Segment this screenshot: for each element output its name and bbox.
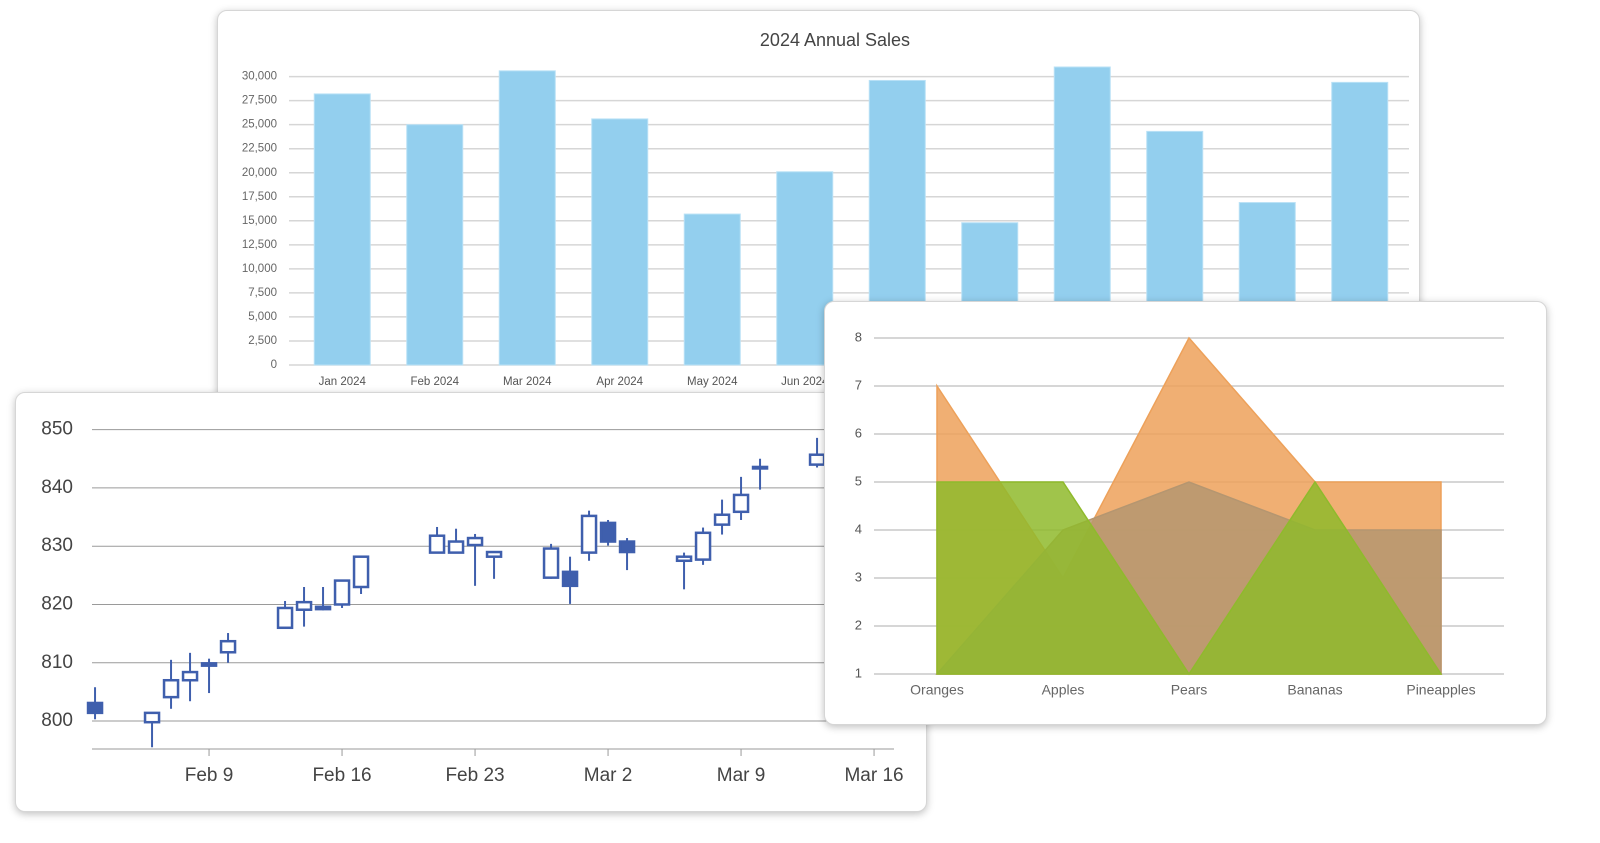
y-tick-label: 3 bbox=[855, 569, 862, 584]
x-tick-label: Feb 16 bbox=[312, 765, 371, 786]
candlestick-chart: 800 810 820 830 840 850 Feb 9 Feb 16 Feb 23 Mar 2… bbox=[41, 419, 903, 786]
bar bbox=[591, 118, 649, 366]
x-tick-label: Pears bbox=[1171, 682, 1208, 698]
y-tick-label: 12,500 bbox=[242, 239, 277, 251]
x-tick-label: Pineapples bbox=[1406, 682, 1475, 698]
candle-body bbox=[352, 555, 370, 589]
bar bbox=[406, 124, 464, 366]
candle-body bbox=[808, 453, 826, 466]
y-tick-label: 850 bbox=[41, 419, 73, 440]
bar bbox=[498, 70, 556, 366]
candle-body bbox=[732, 493, 750, 514]
candle-body bbox=[618, 540, 636, 554]
x-tick-label: Oranges bbox=[910, 682, 964, 698]
y-tick-label: 25,000 bbox=[242, 119, 277, 131]
candle-body bbox=[447, 540, 465, 554]
candle-body bbox=[276, 606, 294, 630]
y-tick-label: 830 bbox=[41, 535, 73, 556]
candle-body bbox=[485, 550, 503, 558]
candle-body bbox=[580, 514, 598, 554]
y-tick-label: 2,500 bbox=[248, 335, 277, 347]
y-tick-label: 10,000 bbox=[242, 263, 277, 275]
candle-body bbox=[561, 570, 579, 588]
y-tick-label: 8 bbox=[855, 329, 862, 344]
candle-body bbox=[751, 465, 769, 470]
y-tick-label: 2 bbox=[855, 617, 862, 632]
x-tick-label: Mar 16 bbox=[844, 765, 903, 786]
y-tick-label: 30,000 bbox=[242, 71, 277, 83]
x-tick-label: Feb 2024 bbox=[410, 376, 459, 388]
candle-body bbox=[219, 639, 237, 654]
bar-card: 2024 Annual Sales 0 2,500 5,000 7,500 10,000… bbox=[217, 10, 1420, 432]
y-tick-label: 0 bbox=[271, 359, 277, 371]
y-tick-label: 7 bbox=[855, 377, 862, 392]
y-tick-label: 800 bbox=[41, 710, 73, 731]
y-tick-label: 27,500 bbox=[242, 95, 277, 107]
bar-chart: 2024 Annual Sales 0 2,500 5,000 7,500 10,000… bbox=[242, 30, 1409, 388]
x-tick-label: Mar 2 bbox=[584, 765, 633, 786]
candle-body bbox=[428, 534, 446, 554]
candlestick-card: 800 810 820 830 840 850 Feb 9 Feb 16 Feb 23 Mar 2… bbox=[15, 392, 927, 812]
y-tick-label: 840 bbox=[41, 477, 73, 498]
y-tick-label: 15,000 bbox=[242, 215, 277, 227]
candle-body bbox=[599, 521, 617, 543]
x-tick-label: Mar 2024 bbox=[503, 376, 552, 388]
chart-title: 2024 Annual Sales bbox=[760, 30, 910, 50]
candle-body bbox=[694, 531, 712, 561]
y-tick-label: 6 bbox=[855, 425, 862, 440]
y-tick-label: 5 bbox=[855, 473, 862, 488]
candle-body bbox=[675, 555, 693, 563]
x-tick-label: Jun 2024 bbox=[781, 376, 829, 388]
area-card: 1 2 3 4 5 6 7 8 Oranges Apples Pears Bananas Pineapp… bbox=[824, 301, 1547, 725]
area bbox=[936, 480, 1443, 676]
x-tick-label: Mar 9 bbox=[717, 765, 766, 786]
candle-body bbox=[713, 513, 731, 526]
y-tick-label: 4 bbox=[855, 521, 862, 536]
area-chart: 1 2 3 4 5 6 7 8 Oranges Apples Pears Bananas Pineapp… bbox=[855, 329, 1504, 698]
y-tick-label: 7,500 bbox=[248, 287, 277, 299]
y-tick-label: 17,500 bbox=[242, 191, 277, 203]
x-tick-label: Apr 2024 bbox=[596, 376, 643, 388]
x-tick-label: Apples bbox=[1042, 682, 1085, 698]
candle-body bbox=[86, 701, 104, 715]
x-tick-label: Feb 23 bbox=[445, 765, 504, 786]
candle-body bbox=[466, 536, 484, 547]
y-tick-label: 1 bbox=[855, 665, 862, 680]
y-tick-label: 810 bbox=[41, 652, 73, 673]
candle-body bbox=[314, 605, 332, 611]
candle-body bbox=[143, 711, 161, 724]
bar bbox=[776, 171, 834, 366]
bar bbox=[313, 93, 371, 366]
y-tick-label: 5,000 bbox=[248, 311, 277, 323]
y-tick-label: 820 bbox=[41, 593, 73, 614]
candle-body bbox=[181, 670, 199, 682]
candle-body bbox=[333, 579, 351, 606]
candle-body bbox=[200, 662, 218, 667]
candle-body bbox=[162, 678, 180, 699]
y-tick-label: 20,000 bbox=[242, 167, 277, 179]
x-tick-label: May 2024 bbox=[687, 376, 738, 388]
y-tick-label: 22,500 bbox=[242, 143, 277, 155]
candle-body bbox=[295, 600, 313, 611]
candle-body bbox=[542, 547, 560, 579]
bar bbox=[683, 213, 741, 366]
x-tick-label: Bananas bbox=[1287, 682, 1342, 698]
x-tick-label: Feb 9 bbox=[185, 765, 234, 786]
x-tick-label: Jan 2024 bbox=[319, 376, 367, 388]
